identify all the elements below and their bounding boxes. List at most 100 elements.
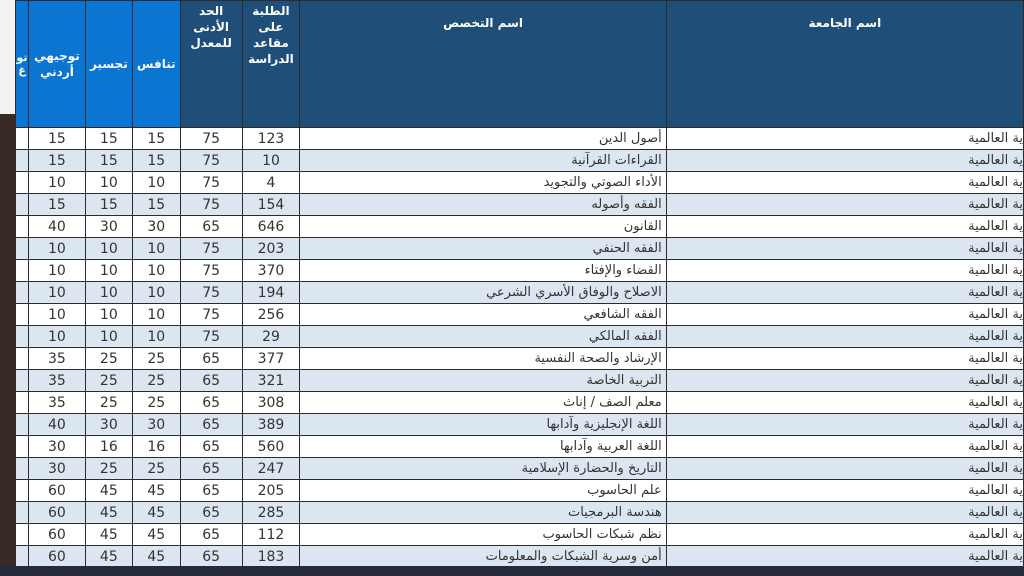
cell-tanafus: 45 — [131, 479, 181, 502]
cell-tajseer: 25 — [84, 391, 133, 414]
cell-major: التاريخ والحضارة الإسلامية — [299, 457, 667, 480]
cell-partial — [15, 281, 29, 304]
cell-tanafus: 30 — [131, 215, 181, 238]
cell-min-average: 65 — [179, 457, 243, 480]
cell-min-average: 65 — [179, 479, 243, 502]
cell-major: القانون — [299, 215, 667, 238]
cell-tajseer: 10 — [84, 171, 133, 194]
cell-major: أمن وسرية الشبكات والمعلومات — [299, 545, 667, 568]
cell-tanafus: 15 — [131, 193, 181, 216]
cell-partial — [15, 523, 29, 546]
cell-students: 203 — [241, 237, 301, 260]
cell-university: ية العالمية — [665, 413, 1024, 436]
cell-students: 308 — [241, 391, 301, 414]
cell-tanafus: 16 — [131, 435, 181, 458]
cell-min-average: 75 — [179, 149, 243, 172]
cell-university: ية العالمية — [665, 369, 1024, 392]
header-min-average: الحد الأدنى للمعدل — [179, 0, 243, 128]
cell-min-average: 75 — [179, 193, 243, 216]
cell-tanafus: 15 — [131, 149, 181, 172]
cell-tawjihi: 60 — [27, 479, 86, 502]
cell-major: الأداء الصوتي والتجويد — [299, 171, 667, 194]
cell-tajseer: 30 — [84, 215, 133, 238]
cell-partial — [15, 501, 29, 524]
table-row: 10 10 10 75 4 الأداء الصوتي والتجويد ية العالم… — [15, 171, 1024, 194]
cell-tanafus: 10 — [131, 325, 181, 348]
cell-tajseer: 25 — [84, 369, 133, 392]
cell-tanafus: 45 — [131, 545, 181, 568]
cell-major: القضاء والإفتاء — [299, 259, 667, 282]
cell-min-average: 75 — [179, 303, 243, 326]
cell-tawjihi: 15 — [27, 193, 86, 216]
cell-major: معلم الصف / إناث — [299, 391, 667, 414]
cell-major: التربية الخاصة — [299, 369, 667, 392]
cell-university: ية العالمية — [665, 171, 1024, 194]
cell-min-average: 65 — [179, 435, 243, 458]
cell-min-average: 75 — [179, 127, 243, 150]
cell-tawjihi: 35 — [27, 391, 86, 414]
cell-tawjihi: 35 — [27, 347, 86, 370]
cell-students: 560 — [241, 435, 301, 458]
cell-students: 112 — [241, 523, 301, 546]
cell-university: ية العالمية — [665, 303, 1024, 326]
cell-students: 123 — [241, 127, 301, 150]
cell-tawjihi: 30 — [27, 457, 86, 480]
cell-students: 10 — [241, 149, 301, 172]
cell-min-average: 75 — [179, 259, 243, 282]
table-row: 35 25 25 65 377 الإرشاد والصحة النفسية ية العا… — [15, 347, 1024, 370]
cell-university: ية العالمية — [665, 457, 1024, 480]
cell-students: 285 — [241, 501, 301, 524]
cell-tawjihi: 35 — [27, 369, 86, 392]
header-tanafus: تنافس — [131, 0, 181, 128]
cell-tajseer: 25 — [84, 457, 133, 480]
header-partial: تو غ — [15, 0, 29, 128]
cell-min-average: 75 — [179, 237, 243, 260]
cell-tajseer: 25 — [84, 347, 133, 370]
cell-university: ية العالمية — [665, 215, 1024, 238]
table-row: 60 45 45 65 205 علم الحاسوب ية العالمية — [15, 479, 1024, 502]
cell-tajseer: 45 — [84, 523, 133, 546]
cell-university: ية العالمية — [665, 193, 1024, 216]
header-row: تو غ توجيهي أردني تجسير تنافس الحد الأدن… — [15, 0, 1024, 128]
cell-min-average: 75 — [179, 281, 243, 304]
cell-tajseer: 45 — [84, 545, 133, 568]
cell-tanafus: 25 — [131, 369, 181, 392]
cell-partial — [15, 391, 29, 414]
cell-min-average: 75 — [179, 325, 243, 348]
cell-min-average: 65 — [179, 369, 243, 392]
cell-partial — [15, 171, 29, 194]
cell-tajseer: 10 — [84, 237, 133, 260]
cell-partial — [15, 237, 29, 260]
table-row: 60 45 45 65 285 هندسة البرمجيات ية العالمية — [15, 501, 1024, 524]
table-row: 30 25 25 65 247 التاريخ والحضارة الإسلامية ية … — [15, 457, 1024, 480]
cell-min-average: 65 — [179, 391, 243, 414]
cell-min-average: 65 — [179, 523, 243, 546]
table-row: 40 30 30 65 646 القانون ية العالمية — [15, 215, 1024, 238]
cell-tawjihi: 40 — [27, 413, 86, 436]
table-row: 35 25 25 65 321 التربية الخاصة ية العالمية — [15, 369, 1024, 392]
cell-tajseer: 15 — [84, 149, 133, 172]
cell-tajseer: 10 — [84, 259, 133, 282]
table-row: 15 15 15 75 154 الفقه وأصوله ية العالمية — [15, 193, 1024, 216]
cell-partial — [15, 325, 29, 348]
table-row: 40 30 30 65 389 اللغة الإنجليزية وآدابها ية ال… — [15, 413, 1024, 436]
cell-partial — [15, 347, 29, 370]
cell-major: اللغة العربية وآدابها — [299, 435, 667, 458]
cell-university: ية العالمية — [665, 259, 1024, 282]
table-row: 60 45 45 65 183 أمن وسرية الشبكات والمعلومات ي… — [15, 545, 1024, 568]
cell-tanafus: 10 — [131, 237, 181, 260]
cell-university: ية العالمية — [665, 149, 1024, 172]
cell-tajseer: 10 — [84, 325, 133, 348]
cell-students: 646 — [241, 215, 301, 238]
cell-tanafus: 15 — [131, 127, 181, 150]
cell-students: 389 — [241, 413, 301, 436]
cell-tawjihi: 60 — [27, 501, 86, 524]
table-row: 60 45 45 65 112 نظم شبكات الحاسوب ية العالمية — [15, 523, 1024, 546]
cell-tawjihi: 10 — [27, 237, 86, 260]
cell-tajseer: 10 — [84, 281, 133, 304]
cell-students: 29 — [241, 325, 301, 348]
cell-university: ية العالمية — [665, 523, 1024, 546]
cell-partial — [15, 435, 29, 458]
cell-partial — [15, 303, 29, 326]
cell-tawjihi: 15 — [27, 149, 86, 172]
